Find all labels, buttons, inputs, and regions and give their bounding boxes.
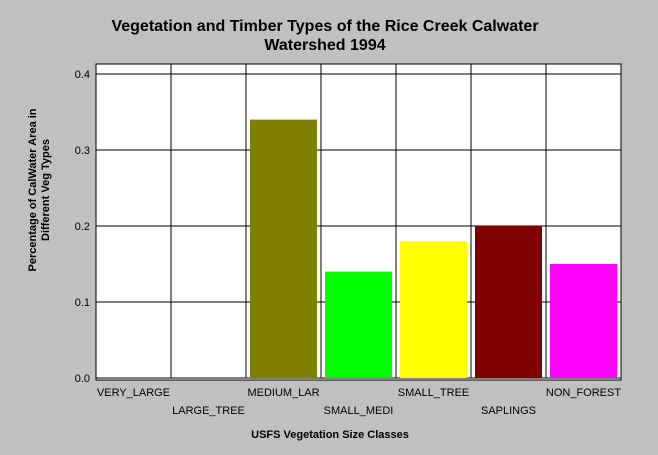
y-tick-label: 0.4 xyxy=(75,69,90,81)
bar-small-medi xyxy=(325,271,392,378)
x-tick-label: SMALL_TREE xyxy=(398,387,470,399)
x-tick-label: MEDIUM_LAR xyxy=(247,387,319,399)
x-tick-label: LARGE_TREE xyxy=(172,405,245,417)
chart-subtitle: Watershed 1994 xyxy=(264,37,385,54)
y-tick-label: 0.1 xyxy=(75,297,90,309)
y-tick-label: 0.3 xyxy=(75,145,90,157)
x-tick-label: VERY_LARGE xyxy=(97,387,170,399)
x-tick-label: NON_FOREST xyxy=(546,387,621,399)
y-axis-title-line2: Different Veg Types xyxy=(40,139,52,241)
bar-non-forest xyxy=(550,264,617,378)
y-axis-ticks: 0.0 0.1 0.2 0.3 0.4 xyxy=(75,69,90,385)
bars xyxy=(250,119,617,378)
x-axis-title: USFS Vegetation Size Classes xyxy=(251,429,409,441)
x-tick-label: SAPLINGS xyxy=(481,405,536,417)
chart-title: Vegetation and Timber Types of the Rice … xyxy=(111,18,538,35)
y-axis-title-line1: Percentage of CalWater Area in xyxy=(27,108,39,271)
x-tick-label: SMALL_MEDI xyxy=(324,405,394,417)
bar-saplings xyxy=(475,226,542,378)
y-tick-label: 0.0 xyxy=(75,373,90,385)
y-tick-label: 0.2 xyxy=(75,221,90,233)
bar-medium-lar xyxy=(250,119,317,378)
bar-small-tree xyxy=(400,241,467,378)
